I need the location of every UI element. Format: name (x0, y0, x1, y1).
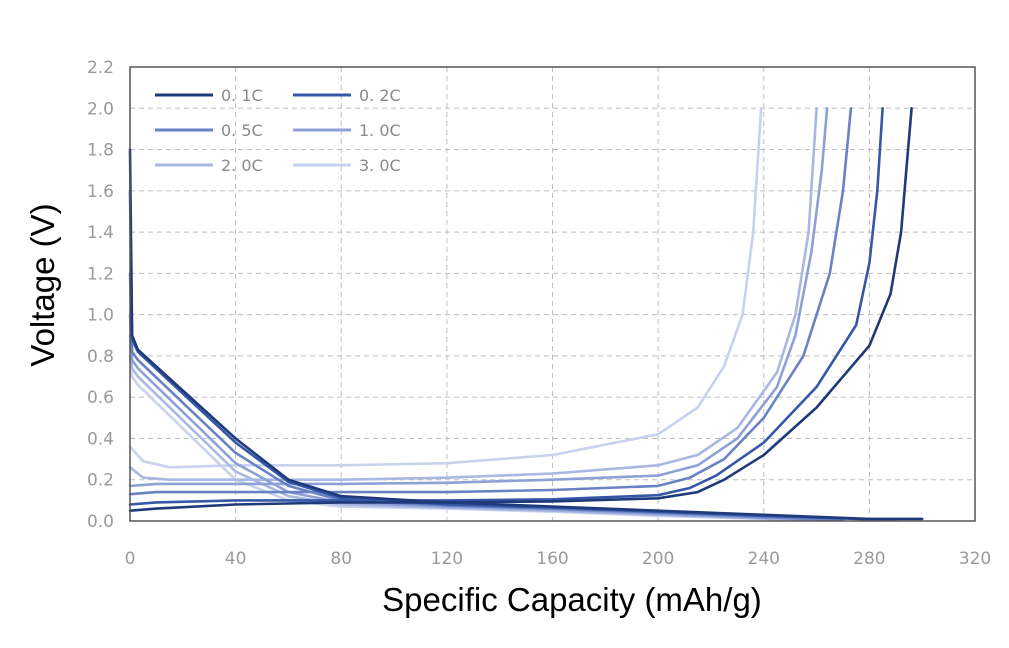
grid (130, 67, 975, 521)
y-tick-label: 1.4 (87, 223, 114, 243)
y-tick-label: 0.4 (87, 429, 114, 449)
x-tick-label: 120 (431, 549, 463, 569)
y-tick-label: 0.8 (87, 347, 114, 367)
y-axis-ticks: 0.0 0.2 0.4 0.6 0.8 1.0 1.2 1.4 1.6 1.8 2.0 2.2 (87, 58, 114, 532)
legend-label: 3. 0C (359, 156, 401, 175)
series-line-charge (128, 107, 818, 481)
y-tick-label: 1.2 (87, 264, 114, 284)
y-tick-label: 0.6 (87, 388, 114, 408)
x-axis-title: Specific Capacity (mAh/g) (382, 581, 762, 618)
series-line-discharge (128, 313, 832, 522)
series-line-discharge (128, 148, 924, 521)
y-tick-label: 1.0 (87, 306, 114, 326)
x-tick-label: 200 (642, 549, 674, 569)
series-line-charge (128, 107, 884, 506)
legend: 0. 1C 0. 2C 0. 5C 1. 0C 2. 0C 3. 0C (155, 86, 401, 175)
x-tick-label: 80 (330, 549, 352, 569)
x-axis-ticks: 0 40 80 120 160 200 240 280 320 (125, 549, 992, 569)
x-tick-label: 240 (748, 549, 780, 569)
legend-label: 1. 0C (359, 121, 401, 140)
y-axis-title: Voltage (V) (24, 203, 61, 366)
plot-frame (129, 66, 976, 522)
plot-area (128, 107, 924, 522)
legend-label: 2. 0C (221, 156, 263, 175)
y-tick-label: 0.2 (87, 471, 114, 491)
legend-label: 0. 5C (221, 121, 263, 140)
y-tick-label: 2.2 (87, 58, 114, 78)
legend-label: 0. 2C (359, 86, 401, 105)
series-line-charge (128, 107, 829, 488)
series-line-charge (128, 107, 763, 469)
x-tick-label: 0 (125, 549, 136, 569)
y-tick-label: 0.0 (87, 512, 114, 532)
y-tick-label: 2.0 (87, 99, 114, 119)
series-line-charge (128, 107, 913, 512)
x-tick-label: 320 (959, 549, 991, 569)
legend-label: 0. 1C (221, 86, 263, 105)
x-tick-label: 160 (536, 549, 568, 569)
x-tick-label: 40 (225, 549, 247, 569)
series-line-charge (128, 107, 853, 496)
y-tick-label: 1.6 (87, 182, 114, 202)
y-tick-label: 1.8 (87, 141, 114, 161)
series-line-discharge (128, 189, 898, 522)
x-tick-label: 280 (853, 549, 885, 569)
